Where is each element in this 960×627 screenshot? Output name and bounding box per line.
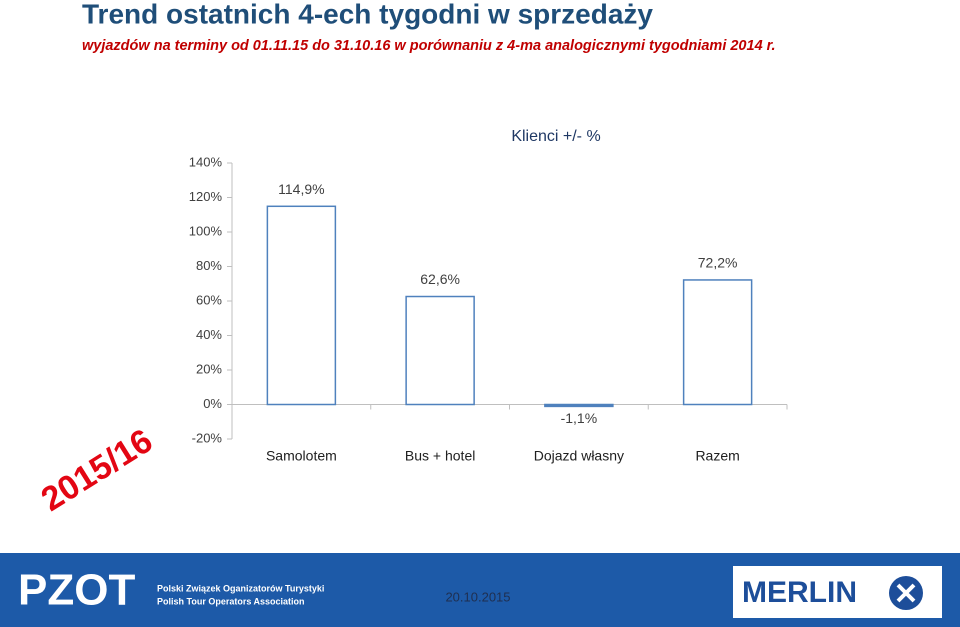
bar: [266, 205, 337, 406]
chart-title: Klienci +/- %: [511, 128, 600, 145]
x-tick-label: Samolotem: [266, 448, 337, 464]
y-tick-label: 20%: [196, 361, 222, 376]
y-tick-label: 120%: [189, 189, 223, 204]
data-label: -1,1%: [561, 410, 598, 426]
y-tick-label: 60%: [196, 292, 222, 307]
bar: [405, 295, 475, 406]
footer-logo-left: PZOT: [18, 566, 135, 615]
footer-org-pl: Polski Związek Oganizatorów Turystyki: [157, 583, 324, 593]
data-label: 62,6%: [420, 271, 460, 287]
footer-logo-x-mark: [896, 583, 916, 603]
y-tick-label: -20%: [192, 430, 223, 445]
bar: [544, 403, 614, 408]
y-tick-label: 0%: [203, 396, 222, 411]
y-tick-label: 40%: [196, 327, 222, 342]
footer-org-en: Polish Tour Operators Association: [157, 596, 305, 606]
data-label: 114,9%: [278, 181, 324, 197]
x-tick-label: Bus + hotel: [405, 448, 475, 464]
slide-title: Trend ostatnich 4-ech tygodni w sprzedaż…: [82, 0, 653, 29]
y-tick-label: 80%: [196, 258, 222, 273]
badge: 2015/16: [34, 421, 159, 519]
bar: [682, 279, 753, 406]
slide-subtitle: wyjazdów na terminy od 01.11.15 do 31.10…: [82, 38, 776, 54]
y-tick-label: 140%: [189, 154, 223, 169]
x-tick-label: Razem: [695, 448, 739, 464]
x-tick-label: Dojazd własny: [534, 448, 624, 464]
data-label: 72,2%: [698, 255, 738, 271]
footer-logo-right: MERLIN: [742, 576, 857, 609]
badge-text: 2015/16: [35, 422, 159, 519]
y-tick-label: 100%: [189, 223, 223, 238]
footer-date: 20.10.2015: [445, 589, 510, 604]
